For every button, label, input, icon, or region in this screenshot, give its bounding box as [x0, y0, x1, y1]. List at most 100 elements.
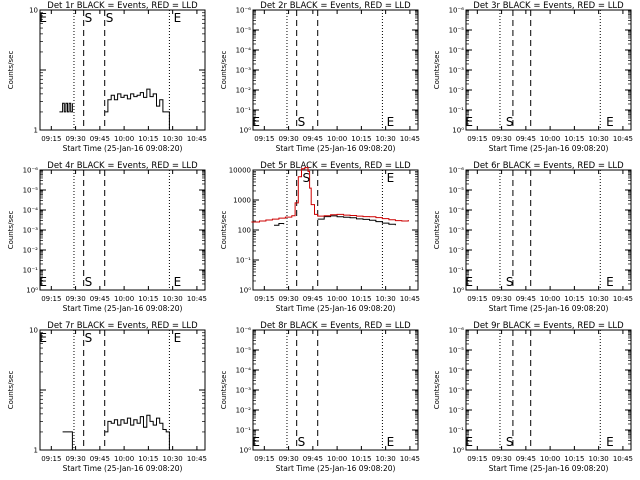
x-axis-label: Start Time (25-Jan-16 09:08:20): [276, 304, 396, 313]
chart-panel-2: Det 2r BLACK = Events, RED = LLD Counts/s…: [220, 1, 420, 153]
plot-frame: [252, 329, 419, 451]
chart-panel-5: Det 5r BLACK = Events, RED = LLD Counts/s…: [220, 161, 420, 313]
x-axis-label: Start Time (25-Jan-16 09:08:20): [276, 144, 396, 153]
x-tick-label: 09:30: [65, 295, 85, 303]
chart-panel-1: Det 1r BLACK = Events, RED = LLD Counts/s…: [7, 1, 207, 153]
marker-e: E: [606, 115, 614, 129]
y-tick-label: 1: [34, 127, 38, 135]
x-tick-label: 10:00: [540, 455, 560, 463]
y-tick-label: 1000: [233, 197, 251, 205]
chart-title: Det 4r BLACK = Events, RED = LLD: [47, 161, 198, 171]
x-tick-label: 09:30: [278, 455, 298, 463]
x-tick-label: 10:45: [187, 135, 207, 143]
x-tick-label: 10:30: [163, 135, 183, 143]
y-tick-label: 10⁻²: [449, 247, 465, 255]
y-tick-label: 10⁻⁶: [23, 167, 39, 175]
y-tick-label: 10⁻¹: [449, 427, 465, 435]
marker-e: E: [465, 115, 473, 129]
x-tick-label: 10:15: [138, 295, 158, 303]
chart-title: Det 8r BLACK = Events, RED = LLD: [260, 321, 411, 331]
x-tick-label: 10:30: [163, 295, 183, 303]
plot-frame: [465, 9, 632, 131]
y-tick-label: 10⁰: [239, 127, 251, 135]
chart-panel-6: Det 6r BLACK = Events, RED = LLD Counts/s…: [433, 161, 633, 313]
y-tick-label: 10⁻²: [449, 407, 465, 415]
y-tick-label: 10⁻⁴: [449, 47, 465, 55]
chart-panel-8: Det 8r BLACK = Events, RED = LLD Counts/s…: [220, 321, 420, 473]
y-axis-label: Counts/sec: [433, 211, 441, 250]
marker-e: E: [606, 275, 614, 289]
y-axis-label: Counts/sec: [7, 211, 15, 250]
x-tick-label: 10:00: [540, 135, 560, 143]
x-tick-label: 10:45: [613, 295, 633, 303]
marker-s: S: [506, 115, 514, 129]
marker-s: S: [303, 171, 311, 185]
y-tick-label: 10⁻³: [23, 227, 39, 235]
chart-panel-4: Det 4r BLACK = Events, RED = LLD Counts/s…: [7, 161, 207, 313]
data-series-line: [274, 223, 285, 226]
x-tick-label: 09:45: [303, 455, 323, 463]
y-tick-label: 10⁻⁶: [236, 7, 252, 15]
x-tick-label: 10:45: [613, 135, 633, 143]
x-tick-label: 09:30: [278, 295, 298, 303]
y-tick-label: 10⁻⁴: [236, 367, 252, 375]
x-tick-label: 09:15: [254, 135, 274, 143]
marker-e: E: [387, 435, 395, 449]
y-tick-label: 10⁻²: [236, 87, 252, 95]
x-tick-label: 09:30: [491, 295, 511, 303]
y-axis-label: Counts/sec: [220, 211, 228, 250]
x-tick-label: 09:30: [278, 135, 298, 143]
marker-s: S: [298, 115, 306, 129]
y-tick-label: 10⁻¹: [236, 427, 252, 435]
y-tick-label: 10⁻¹: [236, 257, 252, 265]
x-tick-label: 09:15: [41, 455, 61, 463]
x-tick-label: 09:45: [303, 295, 323, 303]
data-series-line: [59, 102, 73, 113]
marker-s: S: [298, 435, 306, 449]
marker-e: E: [465, 275, 473, 289]
x-tick-label: 09:30: [65, 455, 85, 463]
x-tick-label: 10:30: [376, 455, 396, 463]
x-tick-label: 09:15: [467, 135, 487, 143]
chart-title: Det 5r BLACK = Events, RED = LLD: [260, 161, 411, 171]
y-tick-label: 10⁻⁴: [23, 207, 39, 215]
marker-e: E: [606, 435, 614, 449]
y-tick-label: 10⁻¹: [449, 107, 465, 115]
x-tick-label: 10:15: [564, 135, 584, 143]
marker-e: E: [39, 11, 47, 25]
marker-e: E: [252, 115, 260, 129]
y-tick-label: 10⁻⁵: [23, 187, 39, 195]
marker-e: E: [39, 275, 47, 289]
x-tick-label: 09:15: [41, 295, 61, 303]
y-tick-label: 10⁻⁶: [449, 167, 465, 175]
y-axis-label: Counts/sec: [433, 51, 441, 90]
chart-title: Det 7r BLACK = Events, RED = LLD: [47, 321, 198, 331]
x-axis-label: Start Time (25-Jan-16 09:08:20): [489, 304, 609, 313]
x-tick-label: 09:15: [467, 295, 487, 303]
x-axis-label: Start Time (25-Jan-16 09:08:20): [276, 464, 396, 473]
x-tick-label: 10:15: [138, 135, 158, 143]
x-tick-label: 09:30: [65, 135, 85, 143]
y-tick-label: 10⁻³: [449, 227, 465, 235]
x-tick-label: 10:15: [564, 295, 584, 303]
y-axis-label: Counts/sec: [7, 51, 15, 90]
y-tick-label: 10⁻²: [23, 247, 39, 255]
x-tick-label: 10:30: [163, 455, 183, 463]
y-tick-label: 10⁻⁶: [236, 327, 252, 335]
y-tick-label: 10⁰: [452, 287, 464, 295]
x-tick-label: 09:15: [467, 455, 487, 463]
plot-frame: [465, 169, 632, 291]
marker-s: S: [85, 11, 93, 25]
y-tick-label: 10⁻⁵: [449, 27, 465, 35]
x-tick-label: 09:45: [516, 135, 536, 143]
chart-title: Det 6r BLACK = Events, RED = LLD: [473, 161, 624, 171]
y-tick-label: 10⁻¹: [449, 267, 465, 275]
y-tick-label: 10⁻⁵: [449, 187, 465, 195]
marker-e: E: [252, 435, 260, 449]
x-tick-label: 10:15: [351, 455, 371, 463]
x-tick-label: 10:00: [114, 295, 134, 303]
y-tick-label: 10⁻¹: [23, 267, 39, 275]
chart-panel-7: Det 7r BLACK = Events, RED = LLD Counts/s…: [7, 321, 207, 473]
x-axis-label: Start Time (25-Jan-16 09:08:20): [63, 464, 183, 473]
